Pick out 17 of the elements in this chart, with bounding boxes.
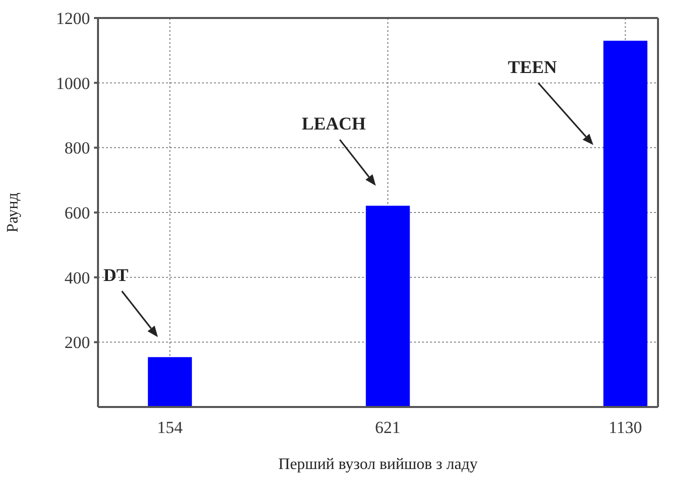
annotation: LEACH <box>302 114 366 134</box>
y-tick-label: 400 <box>64 268 90 288</box>
y-tick-label: 1200 <box>56 9 90 28</box>
y-tick-label: 800 <box>64 138 90 158</box>
bar <box>366 206 410 407</box>
annotation: DT <box>103 265 128 286</box>
x-tick-label: 621 <box>375 418 401 438</box>
bar <box>148 357 192 407</box>
bar <box>603 40 648 407</box>
y-axis-title: Раунд <box>4 192 22 232</box>
y-tick-label: 200 <box>64 333 90 352</box>
y-tick-label: 1000 <box>56 74 90 93</box>
x-axis-title: Перший вузол вийшов з ладу <box>278 456 478 473</box>
y-tick-label: 600 <box>64 204 90 223</box>
x-tick-label: 1130 <box>608 418 642 438</box>
x-tick-label: 154 <box>157 418 184 438</box>
annotation: TEEN <box>508 57 557 77</box>
